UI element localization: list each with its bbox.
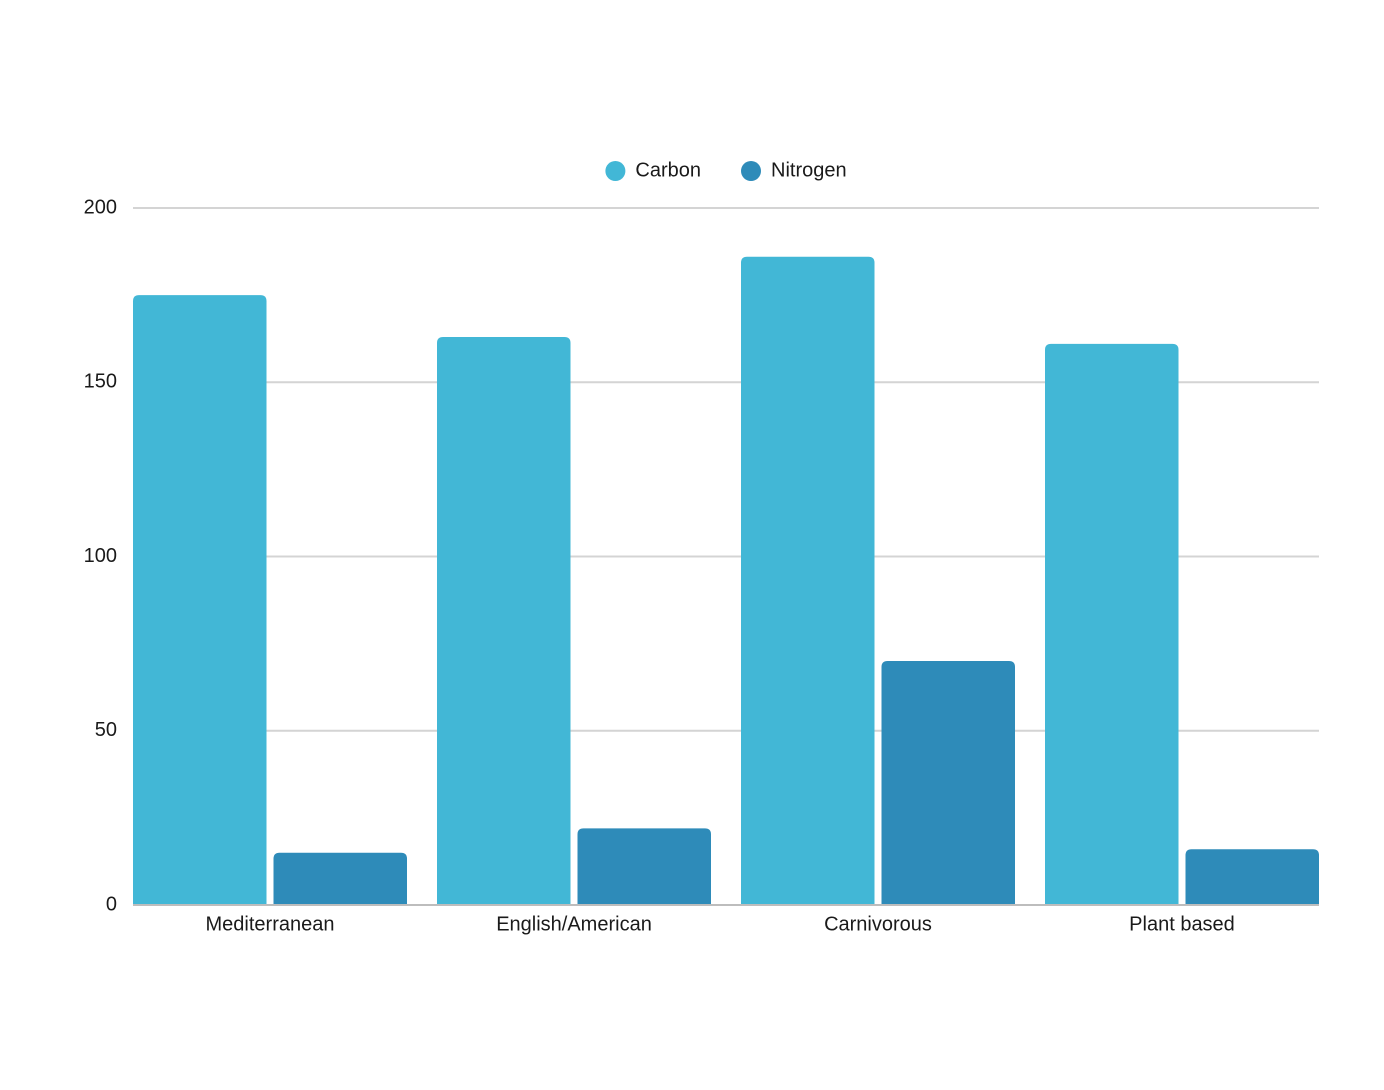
legend-marker — [741, 161, 761, 181]
y-tick-label: 0 — [106, 893, 117, 915]
x-tick-label: Mediterranean — [206, 913, 335, 935]
bar — [741, 256, 875, 905]
y-tick-label: 50 — [95, 719, 117, 741]
legend-label: Nitrogen — [771, 159, 847, 181]
bar — [881, 661, 1015, 905]
bar — [1045, 343, 1179, 905]
legend: Carbon Nitrogen — [605, 159, 847, 181]
legend-label: Carbon — [635, 159, 701, 181]
x-tick-label: Plant based — [1129, 913, 1235, 935]
bar — [133, 295, 267, 905]
y-tick-label: 200 — [84, 196, 117, 218]
y-tick-label: 150 — [84, 371, 117, 393]
bar — [1185, 849, 1319, 905]
legend-marker — [605, 161, 626, 181]
bar — [437, 336, 571, 905]
bar — [273, 852, 407, 905]
x-tick-label: Carnivorous — [824, 913, 932, 935]
y-tick-label: 100 — [84, 545, 117, 567]
x-tick-label: English/American — [496, 913, 652, 935]
bar — [577, 828, 711, 905]
